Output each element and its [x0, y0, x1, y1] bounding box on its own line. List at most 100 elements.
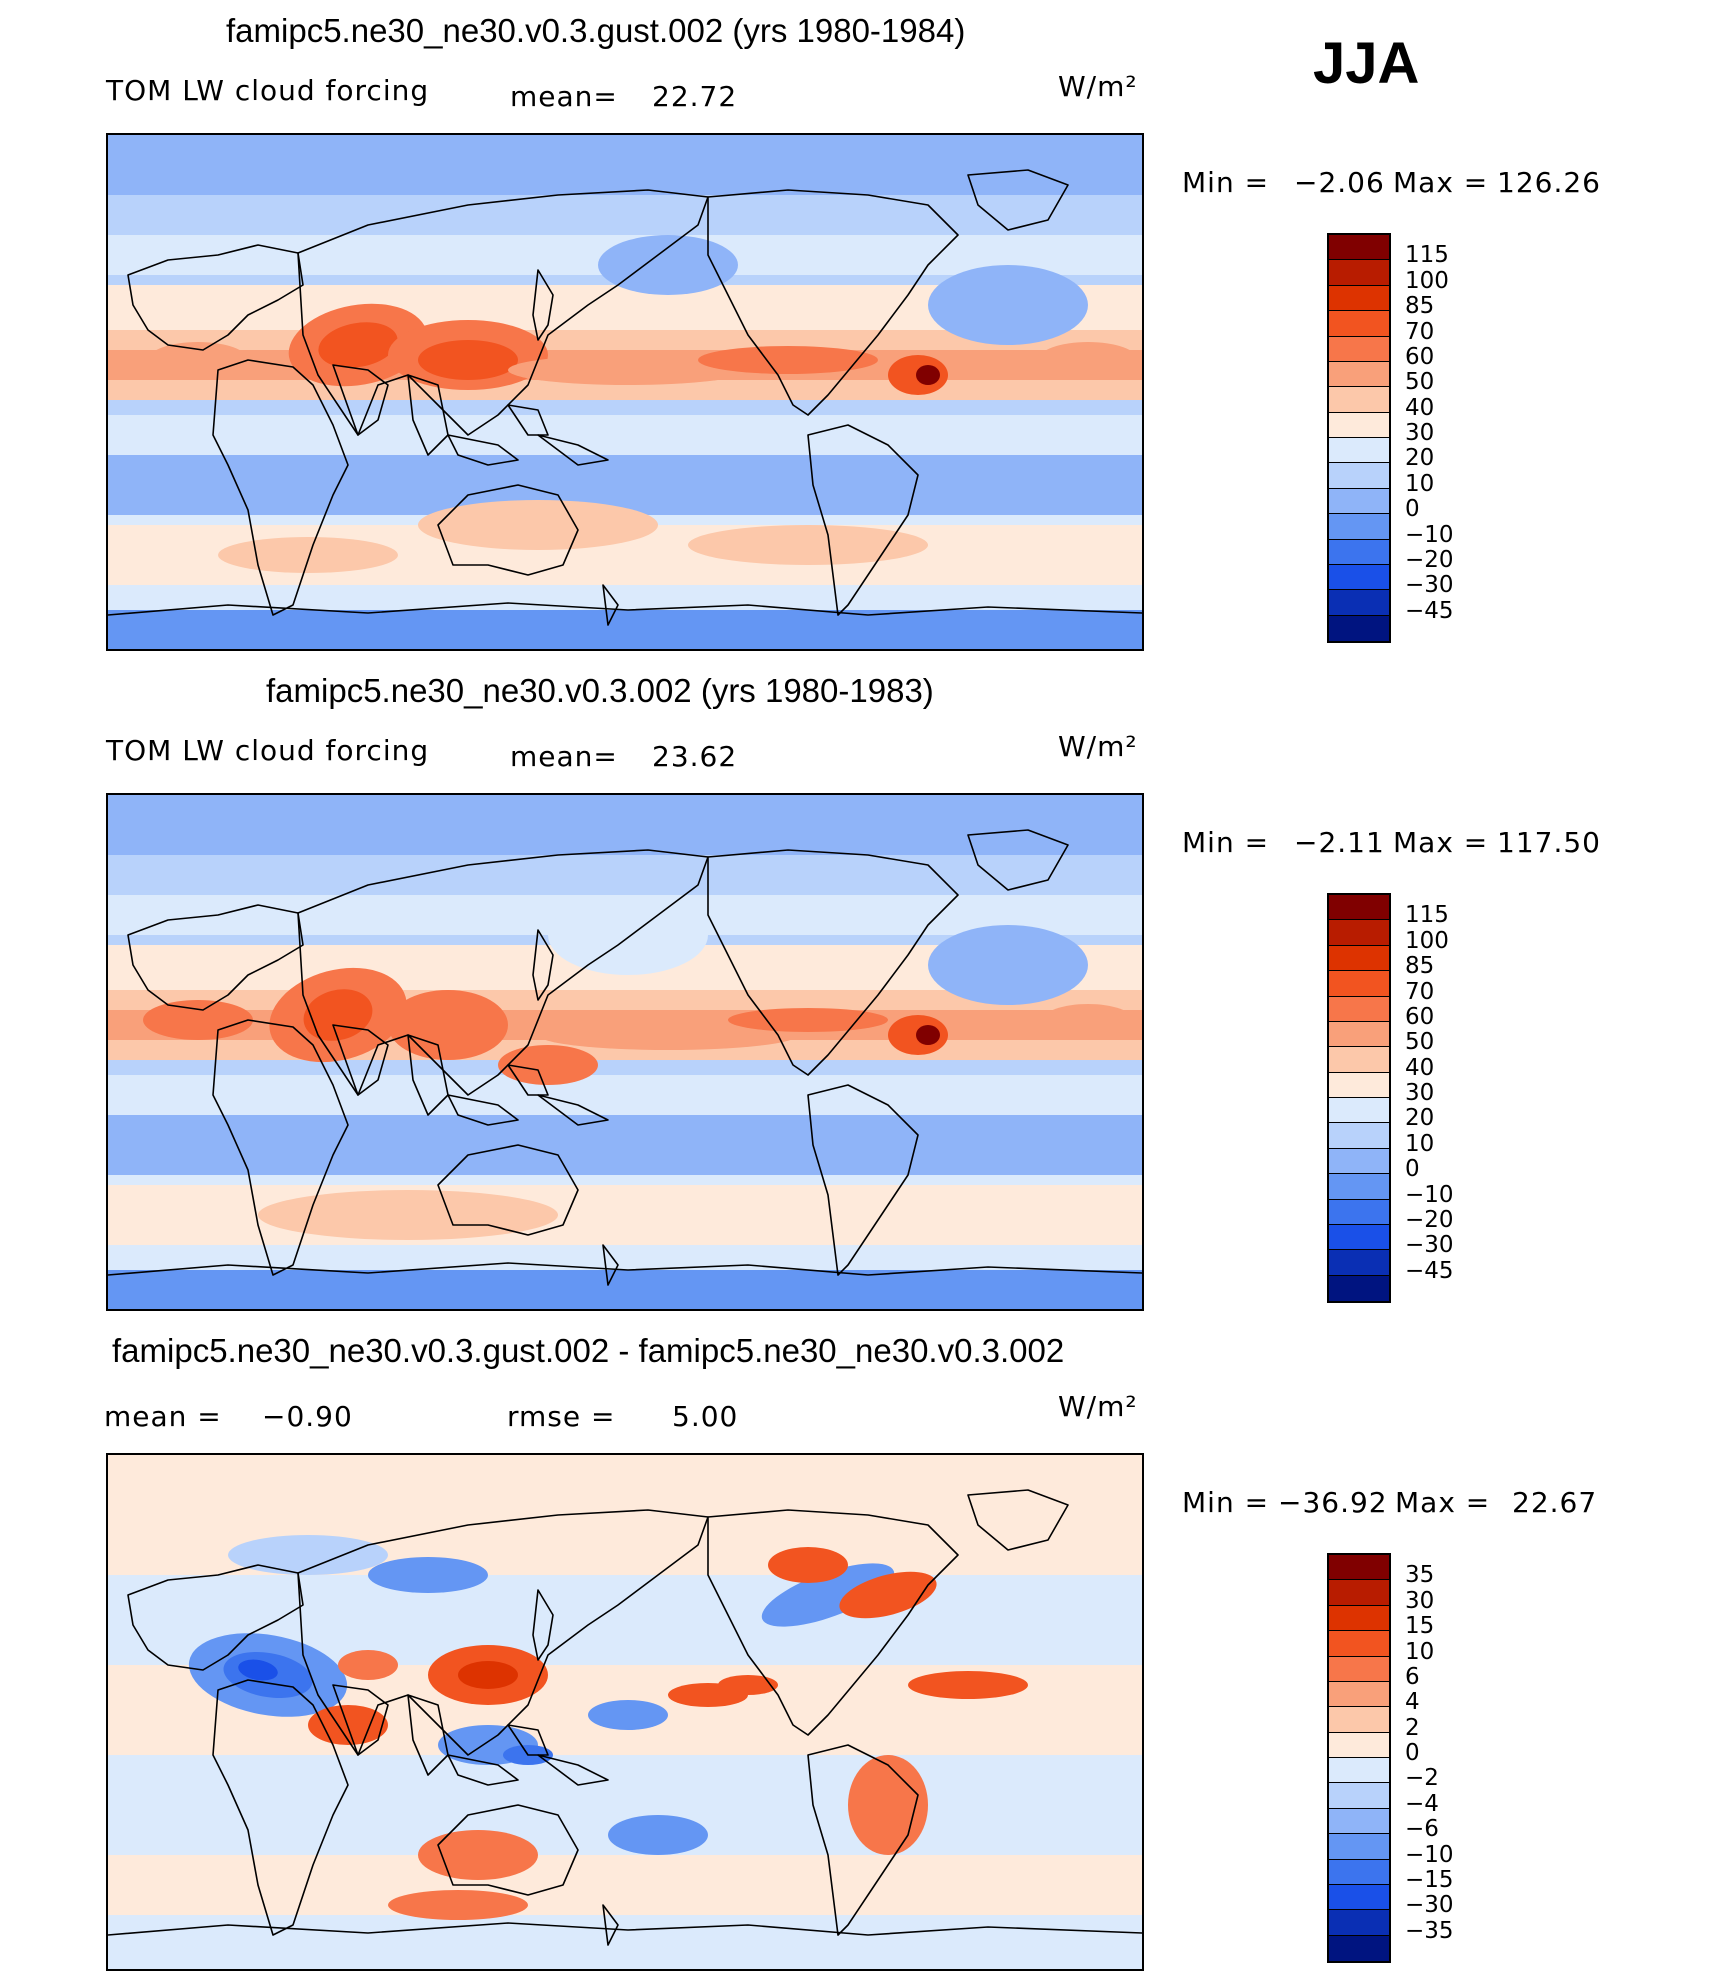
colorbar-swatch — [1329, 438, 1389, 464]
panel-3-units: W/m² — [1058, 1390, 1138, 1423]
colorbar-tick-label: 40 — [1405, 1054, 1435, 1081]
colorbar-swatch — [1329, 463, 1389, 489]
colorbar-tick-label: 85 — [1405, 953, 1435, 980]
colorbar-swatch — [1329, 412, 1389, 438]
colorbar-swatch — [1329, 1555, 1389, 1581]
colorbar-tick-label: 0 — [1405, 1740, 1420, 1766]
colorbar-swatch — [1329, 1859, 1389, 1885]
panel-1-variable-label: TOM LW cloud forcing — [106, 74, 430, 107]
colorbar-swatch — [1329, 1910, 1389, 1936]
colorbar-tick-label: 50 — [1405, 369, 1435, 396]
colorbar-swatch — [1329, 514, 1389, 540]
panel-2-units: W/m² — [1058, 730, 1138, 763]
colorbar-swatch — [1329, 488, 1389, 515]
colorbar-tick-label: 20 — [1405, 445, 1435, 472]
panel-1-max-value: 126.26 — [1497, 166, 1601, 199]
colorbar-tick-label: −15 — [1405, 1866, 1454, 1893]
panel-2-map — [106, 793, 1144, 1311]
colorbar-swatch — [1329, 1808, 1389, 1835]
panel-3-rmse-value: 5.00 — [672, 1400, 739, 1433]
colorbar-swatch — [1329, 1174, 1389, 1200]
colorbar-tick-label: 10 — [1405, 1130, 1435, 1157]
colorbar-swatch — [1329, 615, 1389, 641]
colorbar-swatch — [1329, 1834, 1389, 1860]
colorbar-tick-label: 4 — [1405, 1689, 1420, 1716]
colorbar-swatch — [1329, 1021, 1389, 1048]
colorbar-tick-label: −2 — [1405, 1765, 1439, 1792]
colorbar-tick-label: −45 — [1405, 597, 1454, 624]
panel-3-max-label: Max = — [1395, 1486, 1491, 1519]
season-label: JJA — [1313, 31, 1420, 96]
colorbar-swatch — [1329, 387, 1389, 413]
panel-3-mean-value: −0.90 — [262, 1400, 353, 1433]
colorbar-swatch — [1329, 1123, 1389, 1149]
colorbar-tick-label: 15 — [1405, 1613, 1435, 1640]
colorbar-tick-label: 35 — [1405, 1562, 1435, 1589]
colorbar-tick-label: −10 — [1405, 521, 1454, 548]
colorbar-swatch — [1329, 311, 1389, 337]
colorbar-tick-label: 115 — [1405, 242, 1449, 269]
colorbar-swatch — [1329, 1250, 1389, 1276]
colorbar-tick-label: 85 — [1405, 293, 1435, 320]
colorbar-tick-label: 0 — [1405, 1156, 1420, 1183]
colorbar-swatch — [1329, 564, 1389, 591]
panel-3-map — [106, 1453, 1144, 1971]
colorbar-tick-label: 60 — [1405, 343, 1435, 370]
colorbar-swatch — [1329, 235, 1389, 261]
colorbar-tick-label: 20 — [1405, 1105, 1435, 1132]
colorbar-tick-label: −45 — [1405, 1257, 1454, 1284]
colorbar-swatch — [1329, 1148, 1389, 1175]
colorbar-swatch — [1329, 945, 1389, 972]
colorbar-swatch — [1329, 1783, 1389, 1809]
panel-3-min-label: Min = — [1182, 1486, 1270, 1519]
colorbar-swatch — [1329, 336, 1389, 362]
colorbar-tick-label: −10 — [1405, 1181, 1454, 1208]
panel-3-max-value: 22.67 — [1512, 1486, 1598, 1519]
colorbar-swatch — [1329, 1072, 1389, 1098]
panel-1-min-value: −2.06 — [1294, 166, 1385, 199]
colorbar-swatch — [1329, 1656, 1389, 1682]
colorbar-swatch — [1329, 1707, 1389, 1733]
colorbar-tick-label: −35 — [1405, 1917, 1454, 1944]
colorbar-tick-label: 2 — [1405, 1714, 1420, 1741]
colorbar-swatch — [1329, 1047, 1389, 1073]
colorbar-swatch — [1329, 1098, 1389, 1124]
colorbar-swatch — [1329, 996, 1389, 1022]
panel-1-units: W/m² — [1058, 70, 1138, 103]
panel-3-title: famipc5.ne30_ne30.v0.3.gust.002 - famipc… — [112, 1332, 1065, 1369]
colorbar-swatch — [1329, 1199, 1389, 1225]
panel-2-mean-value: 23.62 — [652, 740, 738, 773]
colorbar-swatch — [1329, 361, 1389, 388]
panel-1-min-label: Min = — [1182, 166, 1270, 199]
panel-1-mean-value: 22.72 — [652, 80, 738, 113]
panel-3-min-value: −36.92 — [1278, 1486, 1388, 1519]
colorbar-tick-label: −6 — [1405, 1816, 1439, 1843]
colorbar-tick-label: −30 — [1405, 1892, 1454, 1919]
colorbar-tick-label: −20 — [1405, 546, 1454, 573]
panel-2-min-value: −2.11 — [1294, 826, 1385, 859]
colorbar-tick-label: 30 — [1405, 420, 1435, 446]
panel-2-max-label: Max = — [1393, 826, 1489, 859]
panel-1-map — [106, 133, 1144, 651]
colorbar-swatch — [1329, 1224, 1389, 1251]
panel-3-colorbar — [1327, 1553, 1391, 1963]
colorbar-tick-label: 100 — [1405, 927, 1449, 954]
colorbar-tick-label: 10 — [1405, 470, 1435, 497]
colorbar-swatch — [1329, 1681, 1389, 1708]
colorbar-swatch — [1329, 1884, 1389, 1911]
panel-1-colorbar — [1327, 233, 1391, 643]
colorbar-swatch — [1329, 1631, 1389, 1657]
panel-2-title: famipc5.ne30_ne30.v0.3.002 (yrs 1980-198… — [266, 672, 934, 709]
panel-1-max-label: Max = — [1393, 166, 1489, 199]
colorbar-tick-label: 100 — [1405, 267, 1449, 294]
colorbar-swatch — [1329, 1732, 1389, 1758]
panel-2-min-label: Min = — [1182, 826, 1270, 859]
colorbar-tick-label: 6 — [1405, 1663, 1420, 1690]
colorbar-tick-label: −10 — [1405, 1841, 1454, 1868]
colorbar-tick-label: −4 — [1405, 1790, 1439, 1817]
colorbar-tick-label: 60 — [1405, 1003, 1435, 1030]
colorbar-swatch — [1329, 1935, 1389, 1961]
colorbar-tick-label: 30 — [1405, 1587, 1435, 1614]
colorbar-swatch — [1329, 1758, 1389, 1784]
colorbar-tick-label: 50 — [1405, 1029, 1435, 1056]
